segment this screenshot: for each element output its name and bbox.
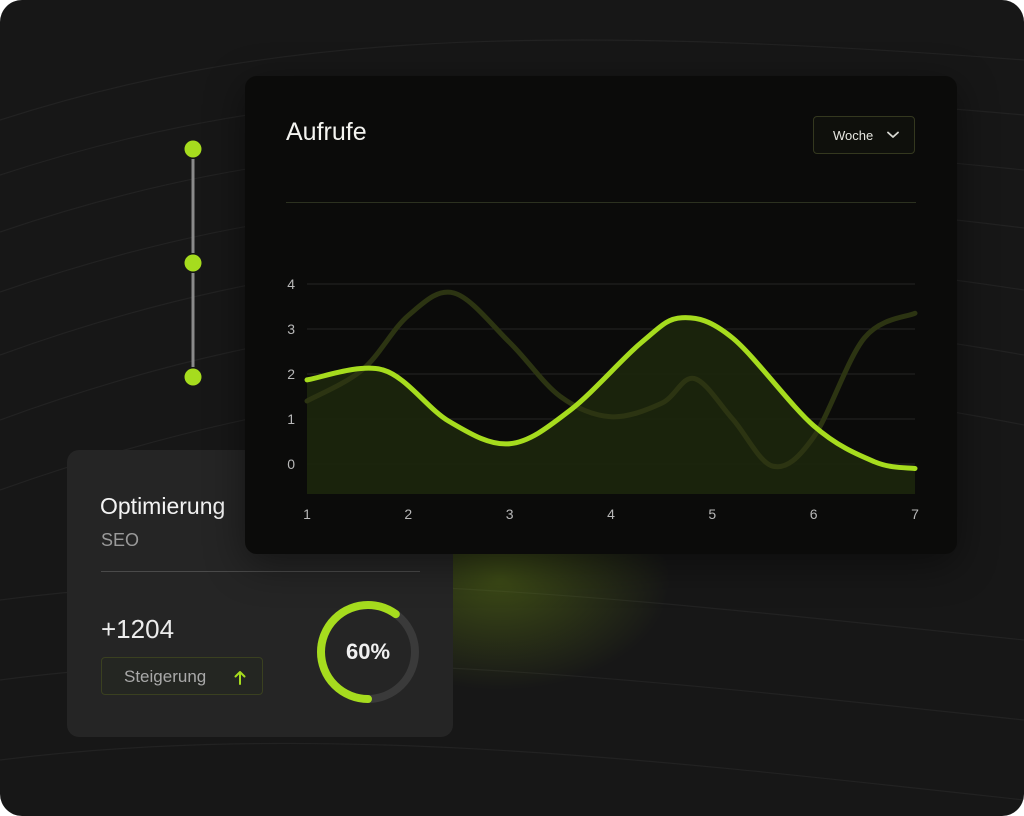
y-tick-label: 2	[287, 366, 295, 382]
chart-header-divider	[286, 202, 916, 203]
x-tick-label: 1	[303, 506, 311, 522]
arrow-up-icon	[234, 671, 246, 685]
chart-card: Aufrufe Woche 0 1 2 3 4 1 2 3 4 5 6 7	[245, 76, 957, 554]
chevron-down-icon	[887, 131, 899, 138]
seo-value: +1204	[101, 614, 175, 644]
progress-percent-label: 60%	[345, 639, 391, 664]
progress-ring	[317, 601, 419, 703]
chart-title: Aufrufe	[286, 118, 367, 146]
seo-card-subtitle: SEO	[101, 530, 140, 550]
seo-card-divider	[101, 571, 420, 572]
y-tick-label: 3	[287, 321, 295, 337]
y-tick-label: 1	[287, 411, 295, 427]
primary-series-line	[304, 315, 918, 471]
x-tick-label: 3	[506, 506, 514, 522]
x-tick-label: 7	[911, 506, 919, 522]
y-tick-label: 4	[287, 276, 295, 292]
seo-card-title: Optimierung	[100, 493, 226, 519]
period-dropdown-value: Woche	[833, 128, 874, 143]
primary-series-area	[307, 317, 915, 494]
x-tick-label: 6	[810, 506, 818, 522]
y-tick-label: 0	[287, 456, 295, 472]
x-tick-label: 4	[607, 506, 615, 522]
increase-badge-label: Steigerung	[124, 667, 207, 686]
line-chart: 0 1 2 3 4 1 2 3 4 5 6 7	[287, 276, 919, 522]
increase-badge: Steigerung	[101, 657, 263, 695]
x-tick-label: 2	[404, 506, 412, 522]
x-tick-label: 5	[708, 506, 716, 522]
progress-ring-fill	[317, 601, 419, 703]
secondary-series-line	[304, 289, 918, 470]
period-dropdown[interactable]: Woche	[813, 116, 915, 154]
